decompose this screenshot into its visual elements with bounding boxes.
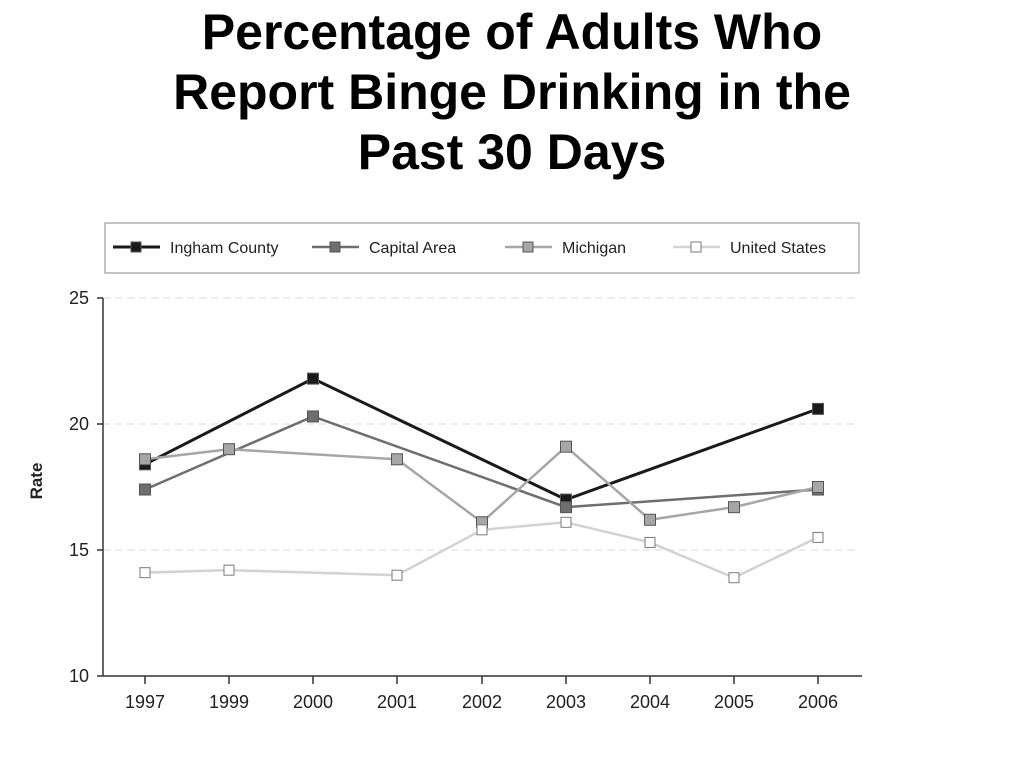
y-tick-label: 10 [69,666,89,686]
data-point [812,481,824,493]
y-tick-label: 15 [69,540,89,560]
series-ingham-county [139,372,824,506]
data-point [728,572,740,584]
data-point [728,501,740,514]
legend: Ingham County Capital Area Michigan United … [104,222,860,274]
x-tick-label: 2003 [546,692,586,712]
data-point [644,536,656,548]
data-point [812,402,824,415]
axes: 10 15 20 25 1997 1999 2000 2001 2002 2003 2004 2005… [69,288,862,712]
chart-title: Percentage of Adults Who Report Binge Dr… [0,2,1024,182]
series-michigan [139,440,824,529]
chart-title-line-2: Report Binge Drinking in the [173,64,851,120]
series-line [144,415,819,509]
data-point [223,443,235,456]
series-united-states [139,516,824,584]
x-tick-label: 2006 [798,692,838,712]
data-point [560,501,572,514]
grid-lines [103,297,858,551]
data-point [476,524,488,536]
data-point [391,453,403,466]
legend-label: United States [730,240,826,257]
data-point [307,410,319,423]
series-capital-area [139,410,824,514]
data-point [644,513,656,526]
data-point [139,567,151,579]
y-tick-label: 25 [69,288,89,308]
legend-marker [329,241,341,253]
legend-marker [690,241,702,253]
data-point [307,372,319,385]
data-point [139,453,151,466]
x-tick-label: 2005 [714,692,754,712]
data-point [812,531,824,543]
series-layer [139,372,824,584]
legend-label: Capital Area [369,240,456,257]
data-point [139,483,151,496]
chart-title-line-1: Percentage of Adults Who [201,4,823,60]
data-point [560,440,572,453]
x-tick-label: 2001 [377,692,417,712]
x-tick-label: 2000 [293,692,333,712]
legend-marker [522,241,534,253]
series-line [144,521,819,579]
chart-title-line-3: Past 30 Days [357,124,667,180]
legend-label: Ingham County [170,240,279,257]
data-point [391,569,403,581]
data-point [223,564,235,576]
legend-marker [130,241,142,253]
x-tick-label: 2004 [630,692,670,712]
x-tick-label: 2002 [462,692,502,712]
series-line [144,445,819,524]
legend-label: Michigan [562,240,626,257]
y-axis-label: Rate [27,463,46,500]
x-tick-label: 1999 [209,692,249,712]
x-tick-label: 1997 [125,692,165,712]
legend-frame [104,222,860,274]
series-line [144,377,819,502]
data-point [560,516,572,528]
y-tick-label: 20 [69,414,89,434]
